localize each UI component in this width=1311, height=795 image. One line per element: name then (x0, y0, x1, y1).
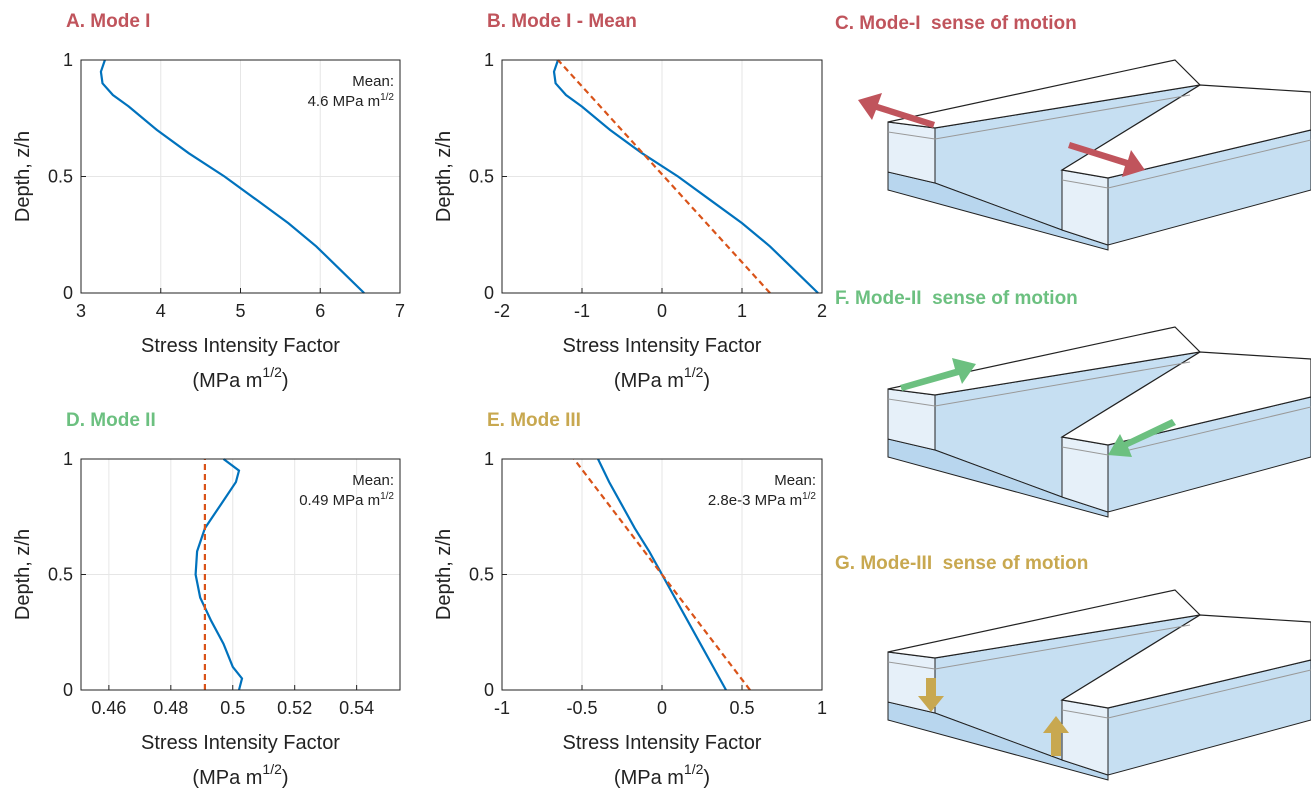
x-axis-unit: (MPa m1/2) (614, 761, 710, 789)
x-tick-label: 4 (156, 301, 166, 321)
y-tick-label: 0 (63, 680, 73, 700)
x-axis-unit: (MPa m1/2) (192, 364, 288, 392)
x-tick-label: 0 (657, 698, 667, 718)
annotation-text: 4.6 MPa m (308, 93, 381, 110)
x-tick-label: -1 (574, 301, 590, 321)
x-tick-label: -0.5 (566, 698, 597, 718)
annotation-exponent: 1/2 (380, 491, 394, 502)
y-tick-label: 0.5 (469, 167, 494, 187)
annotation-text: 0.49 MPa m (299, 492, 380, 509)
unit-text: ) (703, 767, 710, 789)
unit-text: (MPa m (192, 767, 262, 789)
y-tick-label: 0.5 (48, 565, 73, 585)
series-line (99, 59, 365, 294)
diagram-mode-1 (858, 59, 1311, 251)
axes-box (501, 59, 823, 294)
axes-box (501, 458, 823, 691)
x-tick-label: -1 (494, 698, 510, 718)
x-tick-label: 0 (657, 301, 667, 321)
x-axis-unit: (MPa m1/2) (192, 761, 288, 789)
annotation: 2.8e-3 MPa m1/2 (708, 491, 817, 509)
unit-exponent: 1/2 (262, 364, 282, 380)
chart-title: A. Mode I (66, 11, 150, 32)
chart-title: E. Mode III (487, 410, 581, 431)
annotation: 4.6 MPa m1/2 (308, 92, 395, 110)
x-tick-label: 2 (817, 301, 827, 321)
y-axis-label: Depth, z/h (433, 529, 455, 620)
unit-text: ) (703, 370, 710, 392)
unit-text: (MPa m (192, 370, 262, 392)
x-tick-label: 7 (395, 301, 405, 321)
y-tick-label: 1 (484, 50, 494, 70)
y-tick-label: 0.5 (48, 167, 73, 187)
annotation: Mean: (352, 472, 394, 489)
x-tick-label: 0.54 (339, 698, 374, 718)
annotation-exponent: 1/2 (802, 491, 816, 502)
unit-text: (MPa m (614, 767, 684, 789)
x-tick-label: -2 (494, 301, 510, 321)
x-tick-label: 6 (315, 301, 325, 321)
x-tick-label: 0.52 (277, 698, 312, 718)
unit-text: ) (282, 370, 289, 392)
x-tick-label: 0.46 (91, 698, 126, 718)
x-tick-label: 0.5 (729, 698, 754, 718)
series-line (194, 458, 244, 691)
x-axis-label: Stress Intensity Factor (563, 732, 762, 754)
annotation-text: 2.8e-3 MPa m (708, 492, 802, 509)
x-tick-label: 5 (235, 301, 245, 321)
arrow (918, 678, 944, 712)
y-tick-label: 0 (484, 283, 494, 303)
arrow (1043, 716, 1069, 756)
y-tick-label: 0 (484, 680, 494, 700)
x-axis-label: Stress Intensity Factor (141, 335, 340, 357)
y-tick-label: 0 (63, 283, 73, 303)
diagram-mode-2 (887, 326, 1311, 518)
unit-text: ) (282, 767, 289, 789)
x-axis-label: Stress Intensity Factor (141, 732, 340, 754)
axes-box (80, 458, 401, 691)
series-line (573, 458, 751, 691)
annotation: 0.49 MPa m1/2 (299, 491, 394, 509)
x-tick-label: 1 (817, 698, 827, 718)
series-line (557, 59, 771, 294)
series-line (552, 59, 819, 294)
arrow (858, 93, 935, 128)
y-tick-label: 0.5 (469, 565, 494, 585)
x-axis-label: Stress Intensity Factor (563, 335, 762, 357)
x-tick-label: 3 (76, 301, 86, 321)
unit-text: (MPa m (614, 370, 684, 392)
y-axis-label: Depth, z/h (12, 131, 34, 222)
y-tick-label: 1 (63, 50, 73, 70)
x-tick-label: 0.5 (220, 698, 245, 718)
unit-exponent: 1/2 (684, 364, 704, 380)
chart-title: B. Mode I - Mean (487, 11, 637, 32)
y-axis-label: Depth, z/h (12, 529, 34, 620)
diagram-title: F. Mode-II sense of motion (835, 288, 1078, 309)
y-tick-label: 1 (63, 449, 73, 469)
unit-exponent: 1/2 (262, 761, 282, 777)
x-axis-unit: (MPa m1/2) (614, 364, 710, 392)
x-tick-label: 1 (737, 301, 747, 321)
annotation: Mean: (352, 73, 394, 90)
axes-box (80, 59, 401, 294)
unit-exponent: 1/2 (684, 761, 704, 777)
chart-title: D. Mode II (66, 410, 156, 431)
y-axis-label: Depth, z/h (433, 131, 455, 222)
diagram-title: G. Mode-III sense of motion (835, 553, 1088, 574)
x-tick-label: 0.48 (153, 698, 188, 718)
arrow (1108, 419, 1176, 457)
diagram-mode-3 (887, 589, 1311, 781)
arrow (1068, 142, 1145, 177)
annotation-exponent: 1/2 (380, 92, 394, 103)
y-tick-label: 1 (484, 449, 494, 469)
annotation: Mean: (774, 472, 816, 489)
arrow (900, 358, 976, 391)
diagram-title: C. Mode-I sense of motion (835, 13, 1077, 34)
